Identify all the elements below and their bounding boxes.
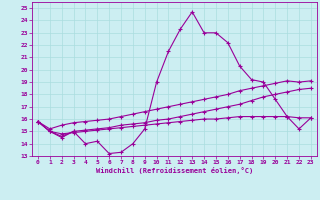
X-axis label: Windchill (Refroidissement éolien,°C): Windchill (Refroidissement éolien,°C) <box>96 167 253 174</box>
